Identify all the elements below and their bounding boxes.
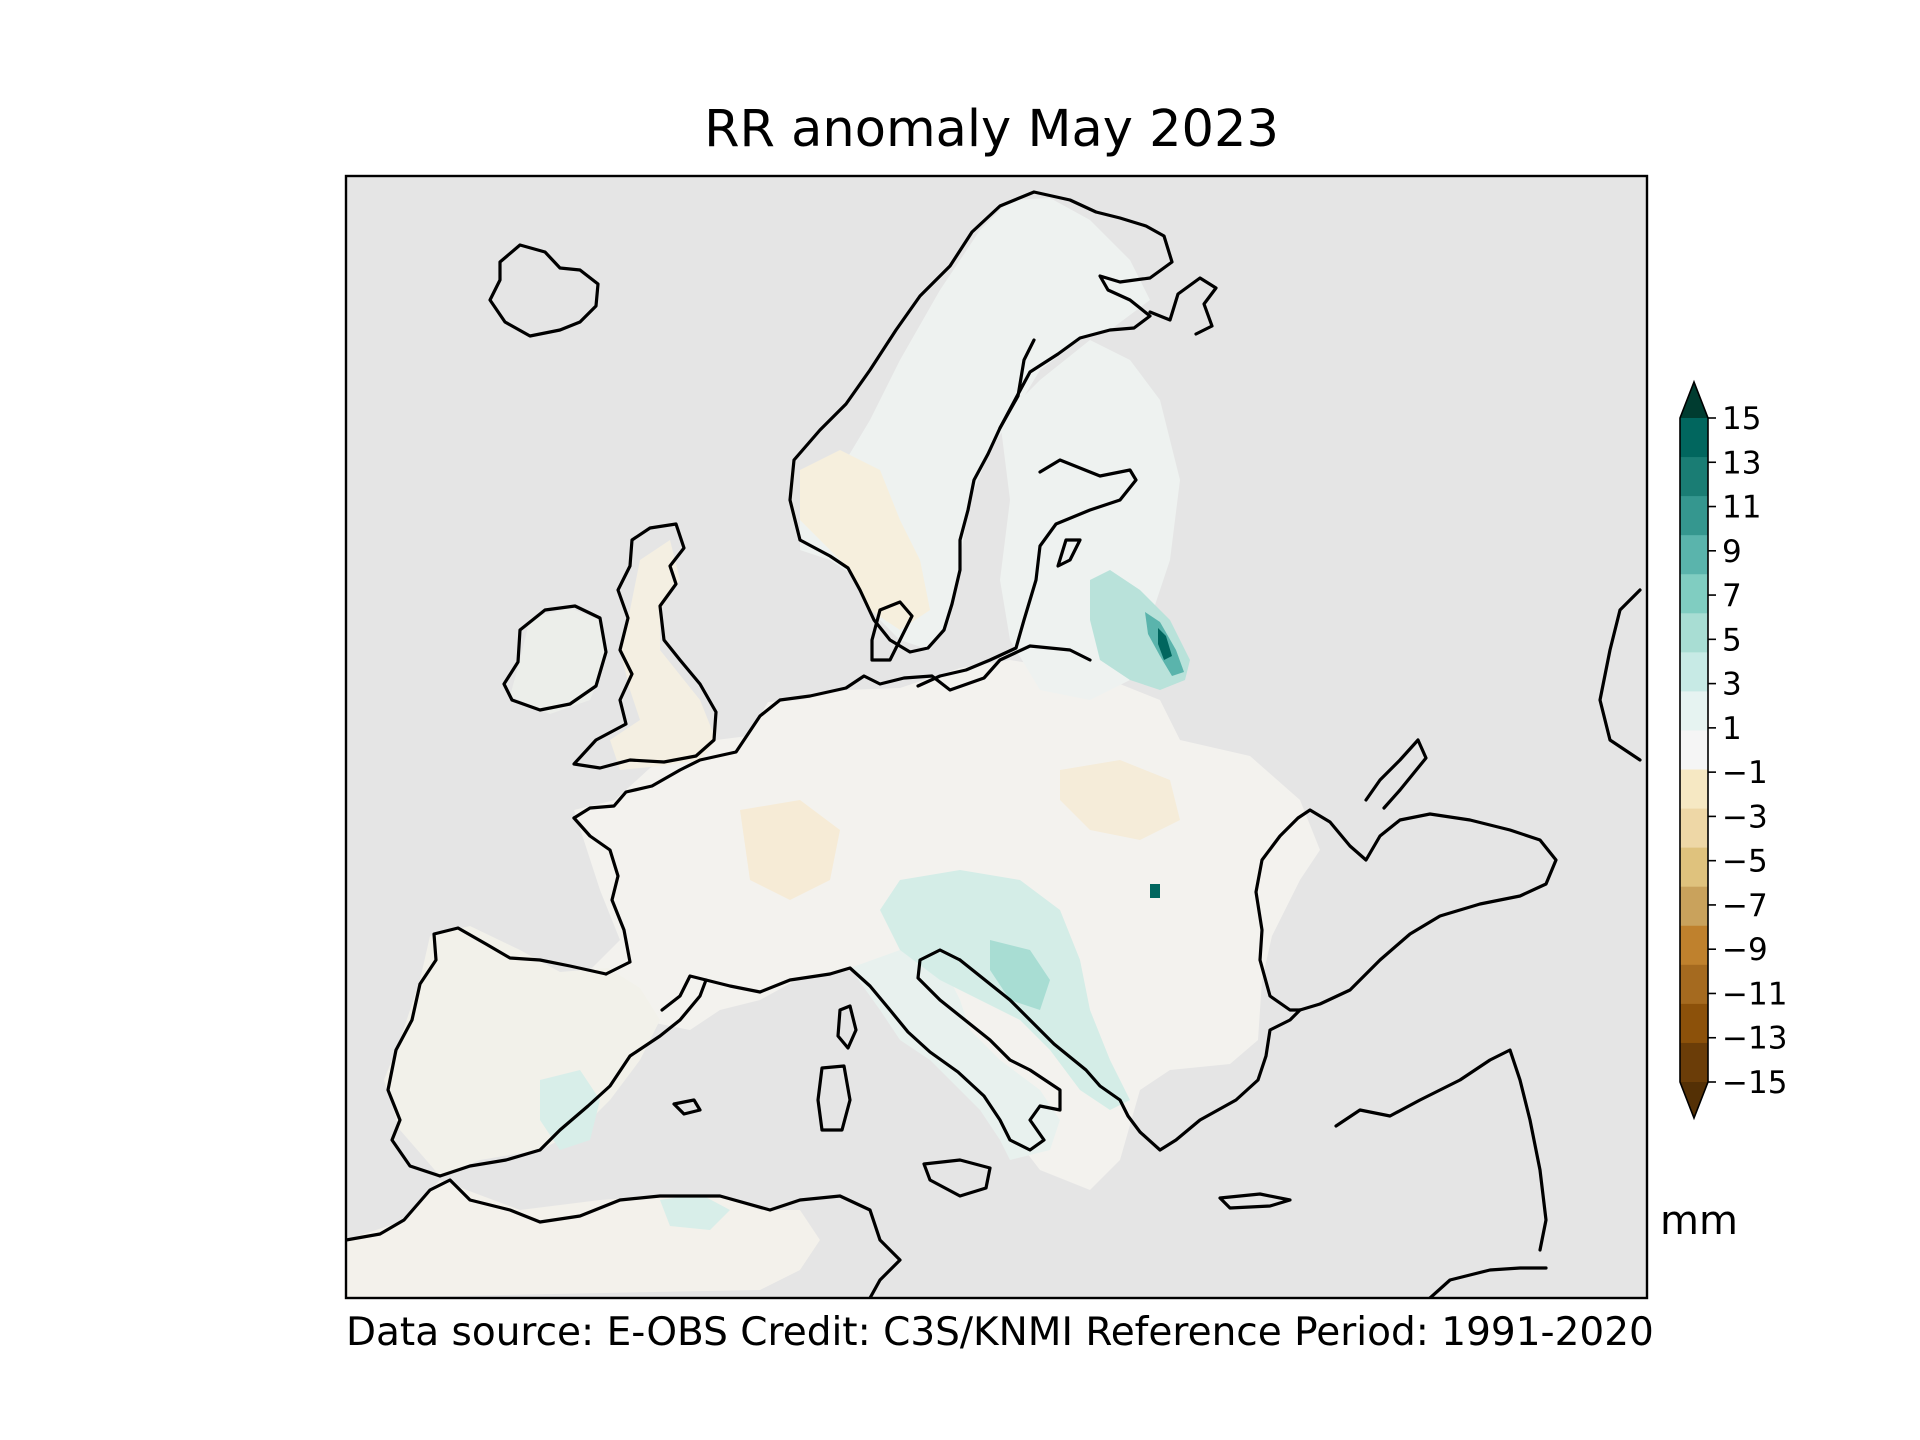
colorbar-tick-label: −5 [1722,844,1768,880]
colorbar-tick-label: 7 [1722,578,1742,614]
colorbar-tick-label: 3 [1722,667,1742,703]
colorbar-segment [1680,613,1708,653]
colorbar-segment [1680,1042,1708,1083]
colorbar-tick-label: 9 [1722,534,1742,570]
colorbar-segment [1680,964,1708,1005]
colorbar-segment [1680,535,1708,575]
anomaly-field [346,190,1642,1298]
colorbar-segment [1680,808,1708,849]
wet-patch-north-africa [660,1194,730,1230]
land-britain [610,540,716,770]
colorbar-segment [1680,925,1708,966]
colorbar-extend-min [1680,1082,1708,1118]
colorbar-tick-label: 1 [1722,711,1742,747]
map-title: RR anomaly May 2023 [704,100,1279,159]
colorbar-tick-label: −1 [1722,755,1768,791]
colorbar-segment [1680,457,1708,497]
colorbar-segment [1680,691,1708,731]
colorbar-segment [1680,886,1708,927]
map-frame [344,174,1649,1300]
colorbar: 15 13 11 9 7 5 3 1 −1 −3 −5 −7 −9 −11 −13 −15 [1679,379,1787,1121]
land-ireland [510,608,606,714]
colorbar-tick-label: −13 [1722,1021,1787,1057]
coastlines [346,190,1642,1298]
dry-patch-scandinavia [800,450,930,630]
colorbar-tick-label: −7 [1722,888,1768,924]
colorbar-segment [1680,730,1708,771]
dry-patch-central-europe [740,800,840,900]
colorbar-segment [1680,496,1708,536]
colorbar-tick-label: −3 [1722,799,1768,835]
colorbar-tick-label: 5 [1722,622,1742,658]
colorbar-segment [1680,847,1708,888]
colorbar-tick-label: −9 [1722,932,1768,968]
wet-patch-iberia-east [540,1070,600,1150]
colorbar-segment [1680,652,1708,692]
colorbar-tick-label: 15 [1722,401,1761,437]
colorbar-segment [1680,574,1708,614]
wet-pixel-romania [1150,884,1160,898]
colorbar-tick-label: 13 [1722,445,1761,481]
data-source-footer: Data source: E-OBS Credit: C3S/KNMI Refe… [346,1310,1654,1355]
wet-patch-adriatic [990,940,1050,1010]
colorbar-unit-label: mm [1660,1198,1738,1244]
colorbar-segment [1680,769,1708,810]
colorbar-segment [1680,418,1708,458]
colorbar-segment [1680,1003,1708,1044]
colorbar-tick-label: 11 [1722,490,1761,526]
land-italy [850,950,1060,1160]
dry-patch-poland [1060,760,1180,840]
colorbar-tick-label: −15 [1722,1065,1787,1101]
colorbar-tick-label: −11 [1722,976,1787,1012]
colorbar-extend-max [1680,382,1708,418]
wet-patch-baltic-peak [1158,628,1172,660]
